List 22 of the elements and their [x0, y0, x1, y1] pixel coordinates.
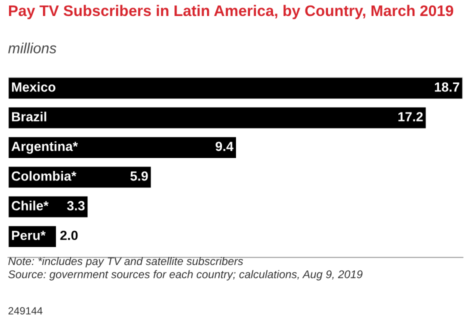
data-label: 18.7: [434, 82, 460, 92]
y-tick-label: Brazil: [12, 112, 46, 122]
data-label: 2.0: [60, 230, 78, 240]
bar: [8, 224, 58, 248]
bar: [8, 136, 238, 160]
y-tick-label: Mexico: [12, 82, 56, 92]
chart-title: Pay TV Subscribers in Latin America, by Country, March 2019: [9, 4, 454, 20]
y-tick-label: Peru*: [12, 230, 46, 240]
data-label: 9.4: [216, 142, 234, 152]
chart-subtitle: millions: [8, 42, 56, 54]
text: 249144: [8, 307, 42, 314]
data-label: 5.9: [130, 171, 148, 181]
bar: [8, 106, 428, 130]
y-tick-label: Chile*: [12, 200, 49, 210]
bar: [8, 77, 463, 100]
data-label: 3.3: [67, 201, 85, 210]
y-tick-label: Colombia*: [12, 171, 76, 181]
source-note: Source: government sources for each country; calculations, Aug 9, 2019: [8, 270, 362, 280]
data-label: 17.2: [398, 112, 423, 122]
text: Note: *includes pay TV and satellite subscribers: [8, 256, 244, 268]
bar: [8, 165, 152, 190]
y-tick-label: Argentina*: [12, 141, 78, 154]
